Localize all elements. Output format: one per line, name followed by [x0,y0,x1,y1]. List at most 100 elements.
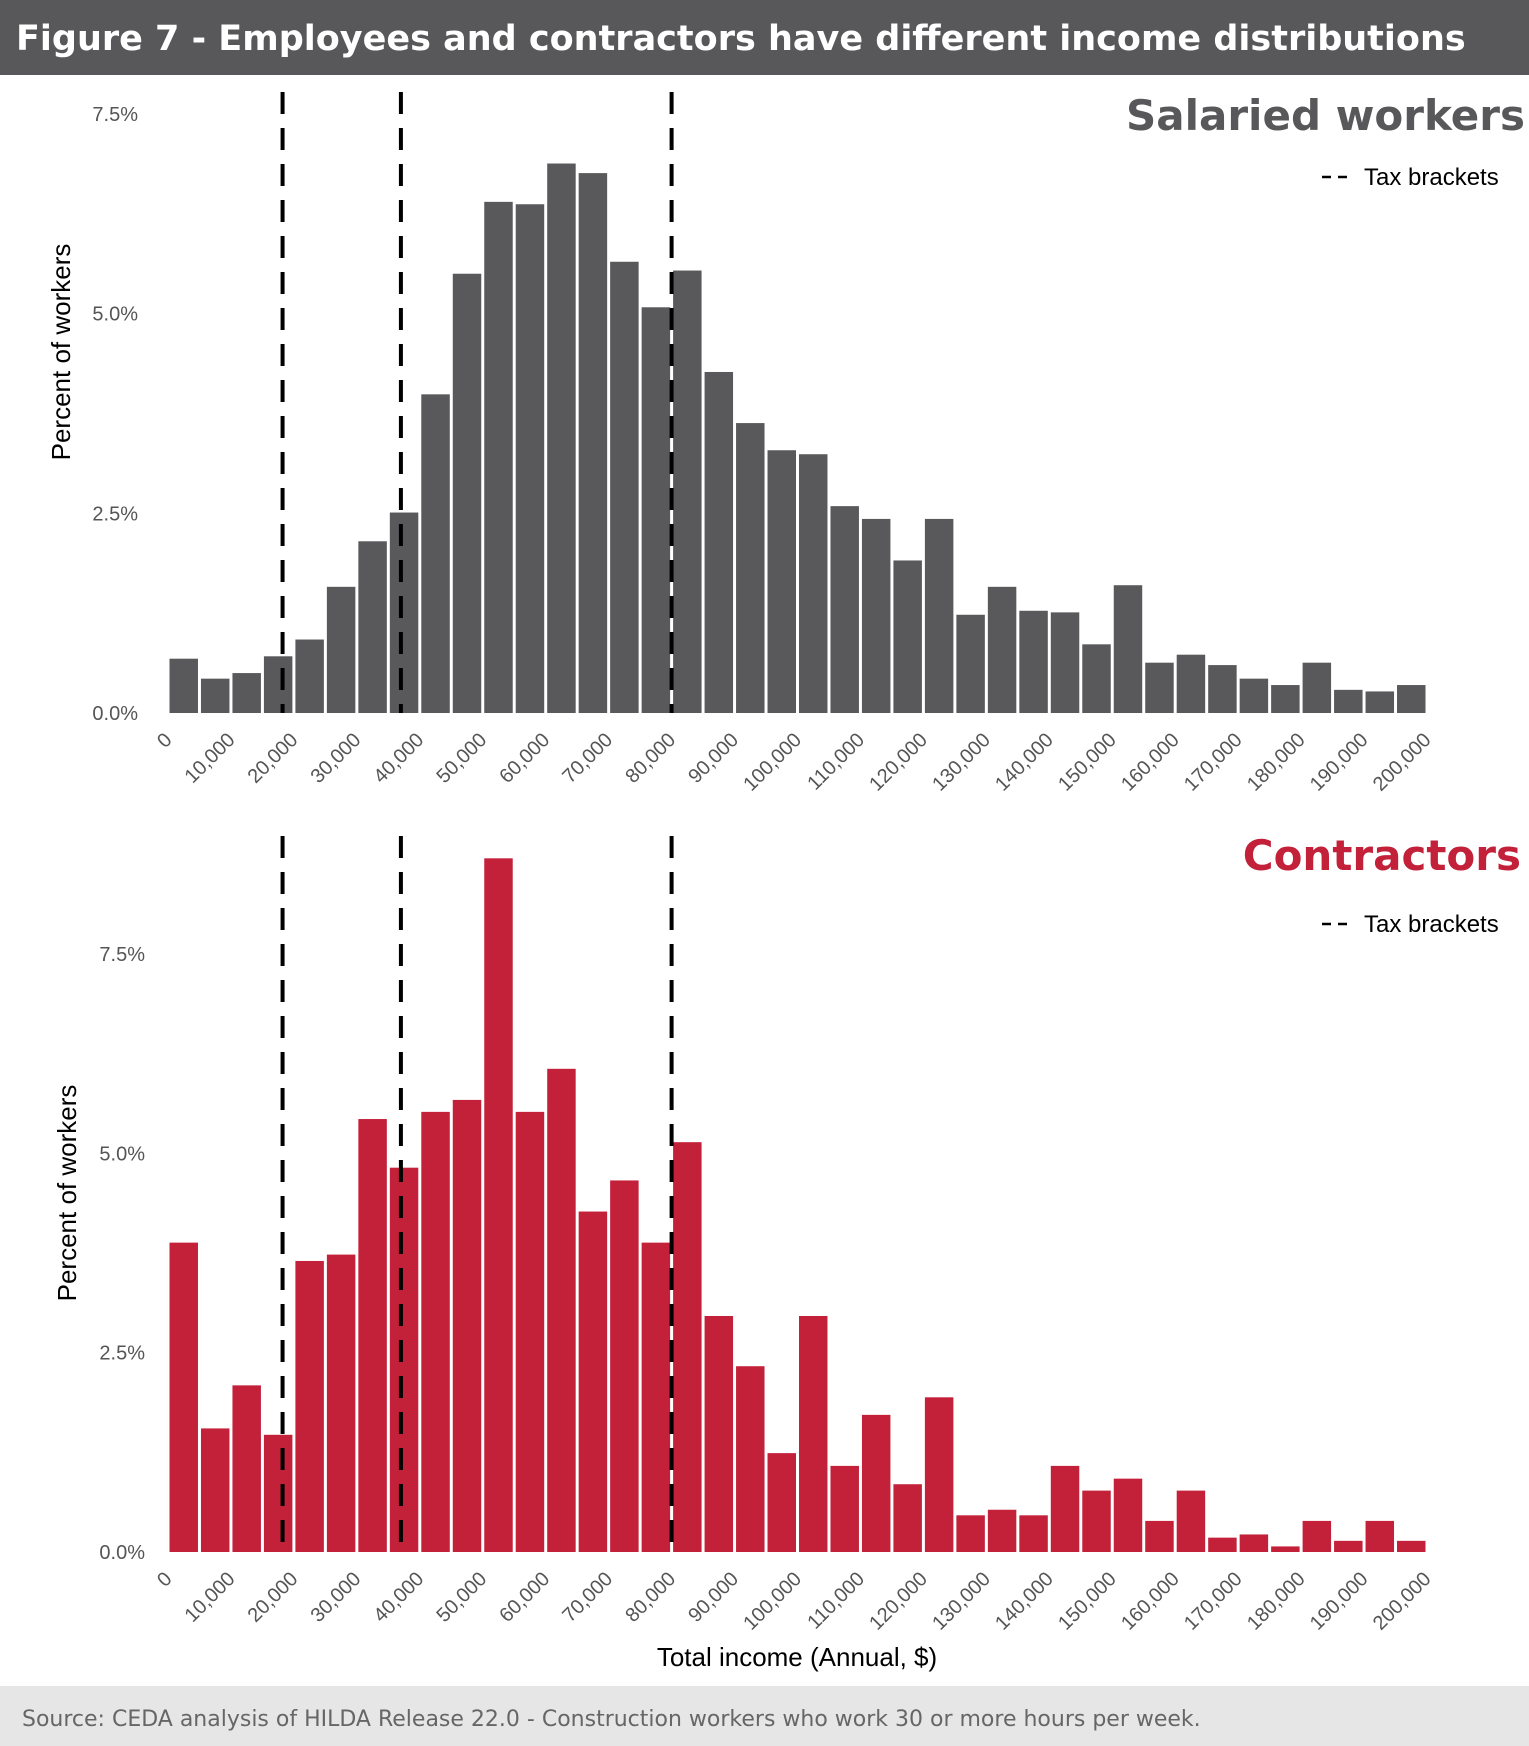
histogram-bar [169,1242,198,1552]
x-tick-label: 50,000 [432,1568,491,1627]
histogram-bar [924,1397,954,1552]
x-tick-label: 180,000 [1243,729,1310,796]
histogram-bar [641,1242,671,1552]
histogram-bar [200,1428,230,1552]
legend-label: Tax brackets [1364,164,1499,191]
x-tick-label: 20,000 [244,729,303,788]
histogram-bar [1365,691,1395,713]
histogram-bar [295,639,324,713]
histogram-bar [704,1315,734,1552]
histogram-bar [830,1465,859,1552]
histogram-bar [1302,1520,1332,1552]
x-tick-label: 100,000 [739,1568,806,1635]
histogram-bar [452,1099,482,1552]
x-tick-label: 50,000 [432,729,491,788]
x-tick-label: 120,000 [865,729,932,796]
source-note: Source: CEDA analysis of HILDA Release 2… [22,1707,1201,1732]
histogram-bar [1145,1520,1174,1552]
x-tick-label: 60,000 [495,729,554,788]
x-tick-label: 0 [153,1568,176,1591]
histogram-bar [893,1484,922,1552]
histogram-bar [610,261,639,713]
y-axis-title: Percent of workers [52,1085,82,1302]
histogram-bar [1365,1520,1395,1552]
x-tick-label: 40,000 [370,1568,429,1627]
histogram-bar [987,586,1017,713]
histogram-bar [232,1385,261,1552]
histogram-bar [1302,662,1332,713]
histogram-bar [1145,662,1174,713]
figure-title: Figure 7 - Employees and contractors hav… [16,19,1466,59]
histogram-bar [956,614,985,713]
histogram-bar [452,273,482,713]
y-tick-label: 2.5% [99,1343,145,1365]
x-tick-label: 0 [153,729,176,752]
histogram-bar [956,1515,985,1552]
histogram-bar [232,673,261,713]
x-tick-label: 170,000 [1180,729,1247,796]
x-tick-label: 160,000 [1117,1568,1184,1635]
panel-title: Contractors [1243,831,1521,880]
histogram-bar [641,307,671,713]
y-tick-label: 0.0% [99,1542,145,1564]
bars [169,163,1426,714]
x-tick-label: 100,000 [739,729,806,796]
histogram-bar [326,1254,356,1552]
x-tick-label: 30,000 [307,729,366,788]
histogram-bar [484,201,513,713]
histogram-bar [799,454,828,713]
x-tick-label: 160,000 [1117,729,1184,796]
x-tick-label: 90,000 [684,729,743,788]
x-tick-label: 30,000 [307,1568,366,1627]
histogram-bar [704,371,734,713]
histogram-bar [1050,612,1080,713]
histogram-bar [893,560,922,713]
histogram-bar [767,1453,796,1552]
x-tick-label: 110,000 [803,729,869,795]
histogram-bar [263,1434,293,1552]
panel-title: Salaried workers [1126,91,1525,140]
x-tick-label: 110,000 [803,1568,869,1634]
x-tick-label: 130,000 [928,729,995,796]
histogram-bar [1397,1540,1426,1552]
histogram-bar [547,1068,576,1552]
x-tick-label: 130,000 [928,1568,995,1635]
histogram-bar [736,1366,765,1552]
histogram-bar [1082,1490,1111,1552]
x-tick-label: 200,000 [1369,729,1436,796]
histogram-bar [861,1414,891,1552]
y-tick-label: 2.5% [92,503,138,525]
histogram-bar [799,1315,828,1552]
x-tick-label: 150,000 [1054,729,1121,796]
histogram-bar [326,586,356,713]
header-bar [0,0,1529,75]
y-tick-label: 7.5% [92,104,138,126]
x-tick-label: 70,000 [558,1568,617,1627]
x-tick-label: 200,000 [1369,1568,1436,1635]
histogram-bar [1113,585,1143,713]
histogram-bar [1113,1478,1143,1552]
bars [169,858,1426,1552]
x-tick-label: 140,000 [991,729,1058,796]
histogram-bar [295,1260,324,1552]
x-tick-label: 150,000 [1054,1568,1121,1635]
histogram-bar [1082,644,1111,713]
histogram-bar [1050,1465,1080,1552]
histogram-bar [1019,610,1048,713]
histogram-bar [1176,1490,1206,1552]
histogram-bar [169,658,198,713]
histogram-bar [578,1211,608,1552]
histogram-bar [358,1119,387,1552]
histogram-bar [673,1142,702,1552]
legend: Tax brackets [1322,911,1499,938]
histogram-bar [515,204,545,713]
x-tick-label: 10,000 [181,729,240,788]
x-axis-title: Total income (Annual, $) [657,1642,937,1672]
histogram-bar [1397,685,1426,713]
histogram-bar [1271,1546,1300,1552]
histogram-bar [200,678,230,713]
x-tick-label: 40,000 [370,729,429,788]
histogram-bar [1208,1537,1237,1552]
histogram-bar [1176,654,1206,713]
histogram-bar [1208,665,1237,713]
